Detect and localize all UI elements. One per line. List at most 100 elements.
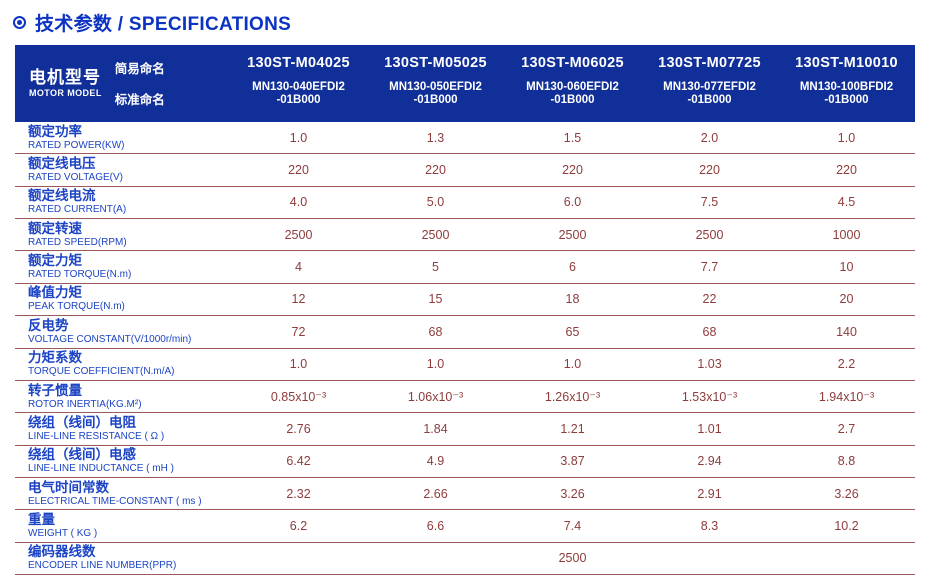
spec-value-cell: 1.5: [563, 130, 582, 145]
spec-value-cell: 1.53x10⁻³: [681, 390, 738, 405]
spec-value-cell: 6.42: [286, 454, 311, 469]
spec-row-label: 额定线电压 RATED VOLTAGE(V): [15, 154, 230, 185]
spec-value-cell: 8.8: [837, 454, 856, 469]
spec-label-zh: 峰值力矩: [28, 285, 82, 301]
model-standard-name: MN130-077EFDI2 -01B000: [663, 81, 756, 106]
spec-value-cell: 220: [836, 163, 857, 178]
motor-model-title-en: MOTOR MODEL: [29, 88, 102, 98]
spec-value-cell: 1.0: [837, 130, 856, 145]
spec-value-cell: 2.32: [286, 486, 311, 501]
spec-value-cell: 7.5: [700, 195, 719, 210]
model-simple-name: 130ST-M05025: [384, 55, 487, 71]
spec-row-label: 额定转速 RATED SPEED(RPM): [15, 219, 230, 250]
spec-label-en: ROTOR INERTIA(KG.M²): [28, 398, 142, 410]
spec-row: 电气时间常数 ELECTRICAL TIME-CONSTANT ( ms ) 2…: [15, 478, 915, 511]
spec-value-cell-spanning: 2500: [558, 551, 587, 566]
spec-value-cell: 1.94x10⁻³: [818, 390, 875, 405]
spec-row: 绕组（线间）电阻 LINE-LINE RESISTANCE ( Ω ) 2.76…: [15, 413, 915, 446]
spec-row-label: 额定线电流 RATED CURRENT(A): [15, 187, 230, 218]
spec-value-cell: 1.0: [289, 130, 308, 145]
spec-row-label: 编码器线数 ENCODER LINE NUMBER(PPR): [15, 543, 230, 574]
model-simple-name: 130ST-M06025: [521, 55, 624, 71]
spec-row-label: 额定功率 RATED POWER(KW): [15, 122, 230, 153]
model-simple-name: 130ST-M07725: [658, 55, 761, 71]
model-standard-name: MN130-100BFDI2 -01B000: [799, 81, 894, 106]
spec-row: 额定功率 RATED POWER(KW) 1.0 1.3 1.5 2.0 1.0: [15, 122, 915, 155]
spec-label-en: RATED SPEED(RPM): [28, 236, 127, 248]
spec-row: 峰值力矩 PEAK TORQUE(N.m) 12 15 18 22 20: [15, 284, 915, 317]
model-simple-name: 130ST-M04025: [247, 55, 350, 71]
spec-label-zh: 转子惯量: [28, 382, 82, 398]
spec-label-zh: 反电势: [28, 317, 69, 333]
spec-value-cell: 5.0: [426, 195, 445, 210]
spec-row-label: 绕组（线间）电感 LINE-LINE INDUCTANCE ( mH ): [15, 446, 230, 477]
model-simple-name: 130ST-M10010: [795, 55, 898, 71]
spec-row-label: 重量 WEIGHT ( KG ): [15, 510, 230, 541]
spec-value-cell: 1.0: [289, 357, 308, 372]
spec-row: 反电势 VOLTAGE CONSTANT(V/1000r/min) 72 68 65…: [15, 316, 915, 349]
spec-value-cell: 4: [295, 260, 302, 275]
spec-value-cell: 4.5: [837, 195, 856, 210]
spec-value-cell: 3.87: [560, 454, 585, 469]
spec-value-cell: 6.6: [426, 518, 445, 533]
spec-label-en: LINE-LINE RESISTANCE ( Ω ): [28, 430, 165, 442]
circle-dot-icon: [13, 16, 26, 29]
spec-value-cell: 5: [432, 260, 439, 275]
spec-value-cell: 1.06x10⁻³: [407, 390, 464, 405]
spec-label-zh: 电气时间常数: [28, 479, 109, 495]
spec-value-cell: 3.26: [834, 486, 859, 501]
header-model-column: 130ST-M07725 MN130-077EFDI2 -01B000: [641, 45, 778, 122]
spec-value-cell: 12: [291, 292, 306, 307]
spec-value-cell: 3.26: [560, 486, 585, 501]
spec-value-cell: 140: [836, 324, 857, 339]
spec-value-cell: 68: [428, 324, 443, 339]
spec-value-cell: 2.76: [286, 421, 311, 436]
spec-value-cell: 4.0: [289, 195, 308, 210]
spec-value-cell: 18: [565, 292, 580, 307]
spec-value-cell: 8.3: [700, 518, 719, 533]
spec-value-cell: 1000: [832, 227, 861, 242]
spec-value-cell: 220: [699, 163, 720, 178]
spec-row: 额定转速 RATED SPEED(RPM) 2500 2500 2500 2500 10…: [15, 219, 915, 252]
spec-value-cell: 72: [291, 324, 306, 339]
spec-value-cell: 7.7: [700, 260, 719, 275]
spec-row: 力矩系数 TORQUE COEFFICIENT(N.m/A) 1.0 1.0 1.0…: [15, 349, 915, 381]
spec-label-zh: 额定线电流: [28, 188, 96, 204]
spec-label-zh: 力矩系数: [28, 350, 82, 366]
spec-value-cell: 10.2: [834, 518, 859, 533]
spec-value-cell: 2.7: [837, 421, 856, 436]
motor-model-title-block: 电机型号 MOTOR MODEL: [29, 68, 102, 99]
spec-label-zh: 额定转速: [28, 220, 82, 236]
spec-label-en: RATED VOLTAGE(V): [28, 172, 124, 184]
header-model-column: 130ST-M10010 MN130-100BFDI2 -01B000: [778, 45, 915, 122]
header-model-column: 130ST-M04025 MN130-040EFDI2 -01B000: [230, 45, 367, 122]
spec-label-en: PEAK TORQUE(N.m): [28, 301, 125, 313]
spec-value-cell: 22: [702, 292, 717, 307]
spec-value-cell: 0.85x10⁻³: [270, 390, 327, 405]
spec-value-cell: 10: [839, 260, 854, 275]
spec-value-cell: 2.66: [423, 486, 448, 501]
spec-value-cell: 68: [702, 324, 717, 339]
spec-value-cell: 7.4: [563, 518, 582, 533]
model-standard-name: MN130-040EFDI2 -01B000: [252, 81, 345, 106]
spec-row: 额定线电流 RATED CURRENT(A) 4.0 5.0 6.0 7.5 4.5: [15, 187, 915, 220]
spec-label-zh: 编码器线数: [28, 544, 96, 560]
section-title-text: 技术参数 / SPECIFICATIONS: [35, 14, 292, 35]
spec-value-cell: 6.2: [289, 518, 308, 533]
spec-label-en: RATED TORQUE(N.m): [28, 269, 132, 281]
spec-row-label: 额定力矩 RATED TORQUE(N.m): [15, 251, 230, 282]
spec-value-cell: 2500: [558, 227, 587, 242]
spec-row: 编码器线数 ENCODER LINE NUMBER(PPR) 2500: [15, 543, 915, 576]
spec-label-en: LINE-LINE INDUCTANCE ( mH ): [28, 463, 174, 475]
spec-label-en: VOLTAGE CONSTANT(V/1000r/min): [28, 333, 192, 345]
section-title: 技术参数 / SPECIFICATIONS: [13, 9, 291, 36]
spec-value-cell: 220: [562, 163, 583, 178]
spec-value-cell: 220: [288, 163, 309, 178]
header-model-column: 130ST-M06025 MN130-060EFDI2 -01B000: [504, 45, 641, 122]
spec-value-cell: 20: [839, 292, 854, 307]
spec-label-zh: 额定力矩: [28, 253, 82, 269]
header-model-column: 130ST-M05025 MN130-050EFDI2 -01B000: [367, 45, 504, 122]
motor-model-title-zh: 电机型号: [29, 68, 101, 87]
spec-row-label: 绕组（线间）电阻 LINE-LINE RESISTANCE ( Ω ): [15, 413, 230, 444]
spec-value-cell: 6.0: [563, 195, 582, 210]
